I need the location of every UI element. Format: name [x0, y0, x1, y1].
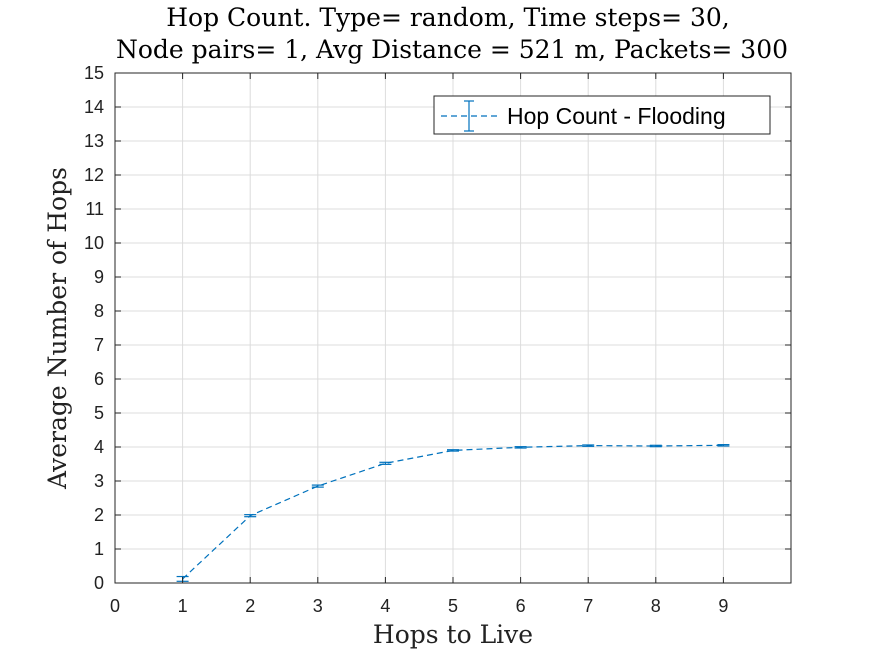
error-bar — [514, 446, 527, 449]
y-tick-label: 15 — [84, 63, 104, 83]
y-tick-label: 13 — [84, 131, 104, 151]
error-bar — [649, 444, 662, 448]
x-tick-label: 5 — [448, 596, 458, 616]
x-tick-label: 0 — [110, 596, 120, 616]
legend-entry-hop-count-flooding: Hop Count - Flooding — [507, 103, 726, 129]
y-tick-label: 14 — [84, 97, 104, 117]
y-tick-label: 3 — [94, 471, 104, 491]
y-tick-label: 7 — [94, 335, 104, 355]
y-tick-label: 5 — [94, 403, 104, 423]
y-tick-label: 8 — [94, 301, 104, 321]
y-axis-label: Average Number of Hops — [43, 167, 72, 490]
error-bar — [717, 444, 730, 447]
y-tick-label: 10 — [84, 233, 104, 253]
x-axis-label: Hops to Live — [373, 620, 533, 649]
legend-swatch — [441, 100, 498, 132]
x-tick-label: 1 — [178, 596, 188, 616]
plot-area — [176, 444, 730, 582]
error-bar — [582, 444, 595, 447]
error-bar — [244, 514, 257, 518]
error-bar — [447, 449, 459, 452]
x-tick-label: 2 — [245, 596, 255, 616]
y-tick-label: 6 — [94, 369, 104, 389]
x-tick-label: 3 — [313, 596, 323, 616]
error-bar — [379, 461, 392, 465]
legend: Hop Count - Flooding — [433, 95, 771, 135]
x-tick-label: 4 — [380, 596, 390, 616]
x-tick-label: 9 — [718, 596, 728, 616]
y-tick-label: 4 — [94, 437, 104, 457]
legend-box — [433, 95, 771, 135]
y-tick-label: 9 — [94, 267, 104, 287]
x-tick-label: 7 — [583, 596, 593, 616]
y-tick-label: 2 — [94, 505, 104, 525]
x-tick-label: 6 — [516, 596, 526, 616]
grid — [114, 72, 792, 584]
y-tick-label: 0 — [94, 573, 104, 593]
chart-subtitle: Node pairs= 1, Avg Distance = 521 m, Pac… — [116, 35, 788, 64]
y-tick-label: 12 — [84, 165, 104, 185]
y-tick-label: 11 — [85, 199, 104, 219]
x-tick-label: 8 — [651, 596, 661, 616]
error-bar — [311, 484, 324, 488]
y-tick-label: 1 — [94, 539, 104, 559]
chart-title: Hop Count. Type= random, Time steps= 30, — [166, 3, 730, 32]
